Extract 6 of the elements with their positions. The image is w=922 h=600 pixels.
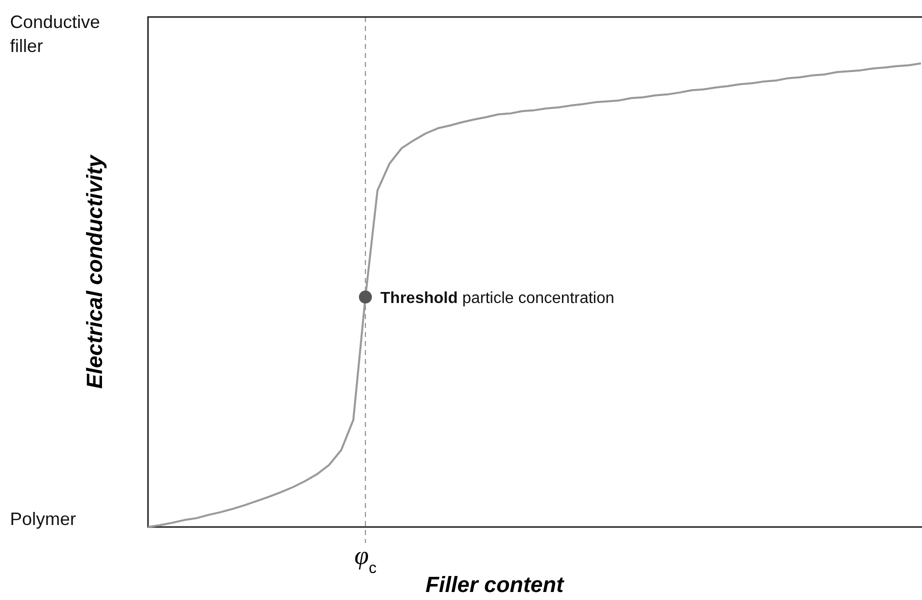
text: Conductive filler: [10, 12, 100, 56]
y-axis-title: Electrical conductivity: [82, 153, 107, 389]
text: Polymer: [10, 509, 76, 529]
text: φ$_{c}$: [354, 541, 376, 576]
annotation: Threshold particle concentration: [380, 290, 614, 308]
x-axis-title: Filler content: [425, 572, 566, 597]
